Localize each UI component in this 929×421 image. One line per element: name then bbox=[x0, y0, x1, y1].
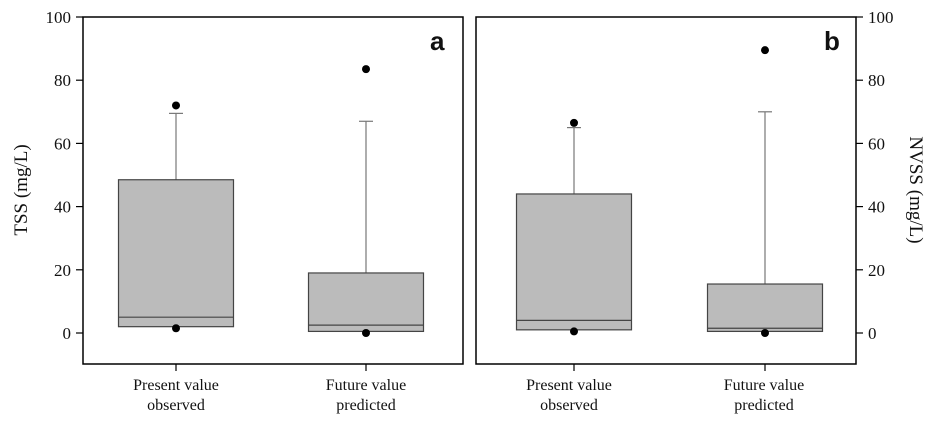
panel-a-y-tick-label: 100 bbox=[46, 8, 72, 27]
panel-b-box-1-outlier-point bbox=[570, 327, 578, 336]
panel-a-plot-frame bbox=[82, 16, 464, 365]
panel-a-category-1-line1: Present value bbox=[133, 377, 219, 394]
panel-a-letter: a bbox=[430, 26, 445, 56]
panel-b-y-tick-label: 20 bbox=[868, 261, 885, 280]
panel-a-y-tick-label: 0 bbox=[63, 324, 72, 343]
panel-b-y-tick-label: 100 bbox=[868, 8, 894, 27]
panel-b-letter: b bbox=[824, 26, 840, 56]
panel-b-category-1-line1: Present value bbox=[526, 377, 612, 394]
panel-a-y-axis-label: TSS (mg/L) bbox=[11, 144, 32, 235]
panel-a-category-2-line1: Future value bbox=[326, 377, 406, 394]
panel-a-box-2-outlier-point bbox=[362, 329, 370, 337]
panel-a: a TSS (mg/L) Present value observed Futu… bbox=[11, 8, 464, 414]
panel-b-category-1-line2: observed bbox=[540, 397, 598, 414]
panel-b-y-tick-label: 60 bbox=[868, 134, 885, 153]
panel-b-box-2-outlier-point bbox=[761, 329, 769, 337]
panel-b-y-tick-label: 40 bbox=[868, 198, 885, 217]
panel-a-y-tick-label: 80 bbox=[54, 71, 71, 90]
panel-b-box-1 bbox=[515, 118, 633, 336]
panel-a-y-tick-label: 60 bbox=[54, 134, 71, 153]
panel-b-y-axis-label: NVSS (mg/L) bbox=[905, 136, 926, 243]
panel-b: b NVSS (mg/L) Present value observed Fut… bbox=[475, 8, 926, 414]
panel-b-y-tick-label: 0 bbox=[868, 324, 877, 343]
panel-a-category-2-line2: predicted bbox=[336, 397, 396, 414]
panel-a-y-tick-label: 20 bbox=[54, 261, 71, 280]
panel-a-y-tick-label: 40 bbox=[54, 198, 71, 217]
panel-b-box-1-outlier-point bbox=[570, 118, 578, 127]
panel-a-box-1 bbox=[117, 101, 235, 333]
panel-b-category-2-line1: Future value bbox=[724, 377, 804, 394]
panel-b-box-2 bbox=[706, 46, 824, 337]
panel-b-y-tick-label: 80 bbox=[868, 71, 885, 90]
panel-a-box-1-outlier-point bbox=[172, 101, 180, 110]
panel-a-box-1-body bbox=[117, 179, 235, 328]
panel-b-plot-frame bbox=[475, 16, 857, 365]
panel-b-box-2-body bbox=[706, 283, 824, 333]
panel-a-box-2-outlier-point bbox=[362, 65, 370, 74]
panel-a-category-1-line2: observed bbox=[147, 397, 205, 414]
panel-b-box-2-outlier-point bbox=[761, 46, 769, 55]
panel-a-box-2-body bbox=[307, 272, 425, 333]
panel-a-box-1-outlier-point bbox=[172, 324, 180, 333]
panel-b-box-1-body bbox=[515, 193, 633, 331]
panel-a-box-2 bbox=[307, 65, 425, 337]
panel-b-category-2-line2: predicted bbox=[734, 397, 794, 414]
